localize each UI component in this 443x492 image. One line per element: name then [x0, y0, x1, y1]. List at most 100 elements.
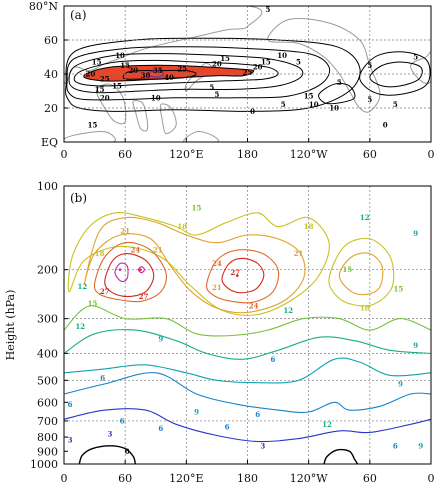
- y-tick-label-b-4: 500: [37, 374, 58, 387]
- x-tick-label-b-6: 0: [428, 472, 435, 485]
- contour-b-label-7: 21: [153, 246, 163, 255]
- jet-core-ring: [147, 70, 165, 78]
- x-tick-label-b-1: 60: [118, 472, 132, 485]
- y-tick-label-b-8: 900: [37, 445, 58, 458]
- contour-b-0-3: [78, 445, 137, 464]
- contour-b-0-4: [323, 448, 359, 464]
- contour-a-label-14: 15: [261, 58, 271, 67]
- contour-b-27-12: [221, 257, 265, 294]
- contour-a-label-1: 20: [86, 70, 96, 79]
- contour-a-label-33: 0: [383, 121, 388, 130]
- contour-b-24-10: [206, 249, 280, 304]
- contour-a-label-28: 5: [337, 78, 342, 87]
- panel-a-y-ticks: EQ 20 40 60 80°N: [29, 0, 68, 149]
- contour-b-label-1: 15: [88, 299, 98, 308]
- coastline-3: [132, 100, 149, 132]
- x-tick-label-b-0: 0: [61, 472, 68, 485]
- contour-b-label-0: 12: [77, 282, 87, 291]
- contour-a-label-15: 10: [277, 51, 287, 60]
- shaded-jet-area: [83, 65, 254, 82]
- y-tick-label-a-2: 40: [44, 68, 58, 81]
- x-tick-label-b-3: 180: [237, 472, 258, 485]
- contour-b-label-25: 9: [413, 341, 418, 350]
- coastline-4: [159, 103, 177, 135]
- contour-b-label-31: 3: [107, 430, 112, 439]
- y-tick-label-b-0: 100: [37, 180, 58, 193]
- contour-b-label-19: 15: [394, 285, 404, 294]
- contour-a-label-27: 15: [88, 121, 98, 130]
- contour-a-label-35: 5: [413, 53, 418, 62]
- contour-b-15-6: [64, 305, 431, 337]
- contour-a-20-2: [73, 59, 279, 87]
- contour-b-6-0: [64, 372, 431, 413]
- contour-a-label-19: 15: [112, 81, 122, 90]
- panel-b-background: [64, 186, 431, 464]
- contour-b-label-18: 18: [360, 304, 370, 313]
- contour-a-label-3: 10: [115, 51, 125, 60]
- contour-a-label-7: 35: [153, 66, 163, 75]
- contour-a-label-11: 15: [220, 54, 230, 63]
- contour-a-label-16: 5: [296, 58, 301, 67]
- y-tick-label-b-7: 800: [37, 431, 58, 444]
- x-tick-label-a-3: 180: [237, 148, 258, 161]
- contour-b-label-28: 6: [68, 400, 73, 409]
- contour-a-label-21: 5: [209, 83, 214, 92]
- contour-a-label-10: 20: [212, 59, 222, 68]
- contour-b-label-8: 18: [177, 222, 187, 231]
- x-tick-label-a-5: 60: [363, 148, 377, 161]
- contour-b-3-2: [64, 408, 431, 443]
- y-tick-label-b-9: 1000: [30, 458, 58, 471]
- contour-b-18-15: [328, 237, 395, 307]
- panel-b-contours: [64, 212, 431, 464]
- contour-a-label-9: 25: [177, 64, 187, 73]
- contour-a-label-23: 0: [250, 107, 255, 116]
- contour-b-label-6: 27: [139, 292, 149, 301]
- x-tick-label-b-4: 120°W: [290, 472, 328, 485]
- contour-a-5-8: [359, 51, 431, 96]
- panel-a-contour-labels: 1520251015203035402520152520151051520151…: [86, 5, 419, 130]
- contour-b-label-37: 0: [125, 447, 130, 456]
- contour-a-label-13: 20: [253, 63, 263, 72]
- contour-b-label-23: 9: [158, 334, 163, 343]
- contour-b-label-2: 18: [95, 249, 105, 258]
- x-tick-label-a-2: 120°E: [169, 148, 204, 161]
- contour-a-5-5: [65, 37, 361, 112]
- contour-b-label-33: 6: [158, 424, 163, 433]
- contour-b-label-30: 12: [322, 420, 332, 429]
- x-tick-label-b-2: 120°E: [169, 472, 204, 485]
- contour-a-label-22: 5: [214, 90, 219, 99]
- panel-b-y-axis-label: Height (hPa): [4, 290, 17, 361]
- x-tick-label-a-6: 0: [428, 148, 435, 161]
- y-tick-label-a-1: 20: [44, 102, 58, 115]
- contour-b-label-38: 3: [68, 436, 73, 445]
- contour-b-label-29: 6: [255, 410, 260, 419]
- contour-b-label-21: 12: [283, 306, 293, 315]
- contour-a-label-26: 10: [309, 100, 319, 109]
- x-tick-label-a-4: 120°W: [290, 148, 328, 161]
- contour-a-label-5: 20: [128, 66, 138, 75]
- contour-b-21-16: [338, 252, 384, 296]
- contour-a-label-4: 15: [120, 61, 130, 70]
- x-tick-label-b-5: 60: [363, 472, 377, 485]
- contour-b-label-20: 12: [75, 322, 85, 331]
- coastline-5: [184, 63, 213, 92]
- contour-b-label-10: 24: [212, 259, 222, 268]
- contour-a-label-6: 30: [141, 71, 151, 80]
- contour-b-label-15: 18: [304, 222, 314, 231]
- y-tick-label-a-0: EQ: [41, 136, 58, 149]
- shaded-jet-region: [83, 65, 254, 82]
- contour-a-label-32: 5: [393, 100, 398, 109]
- contour-a-label-0: 15: [92, 58, 102, 67]
- contour-a-label-30: 5: [367, 61, 372, 70]
- contour-b-label-9: 15: [192, 204, 202, 213]
- coastline-8: [183, 131, 220, 142]
- panel-b-cross-section: 1215182124272721181524272124211815121815…: [4, 180, 435, 485]
- contour-a-label-25: 15: [304, 92, 314, 101]
- y-tick-label-b-6: 700: [37, 415, 58, 428]
- contour-a-10-4: [66, 46, 331, 101]
- contour-b-12-5: [64, 329, 431, 360]
- contour-b-label-11: 27: [230, 268, 240, 277]
- contour-b-24-9: [93, 241, 167, 303]
- contour-b-label-35: 6: [225, 422, 230, 431]
